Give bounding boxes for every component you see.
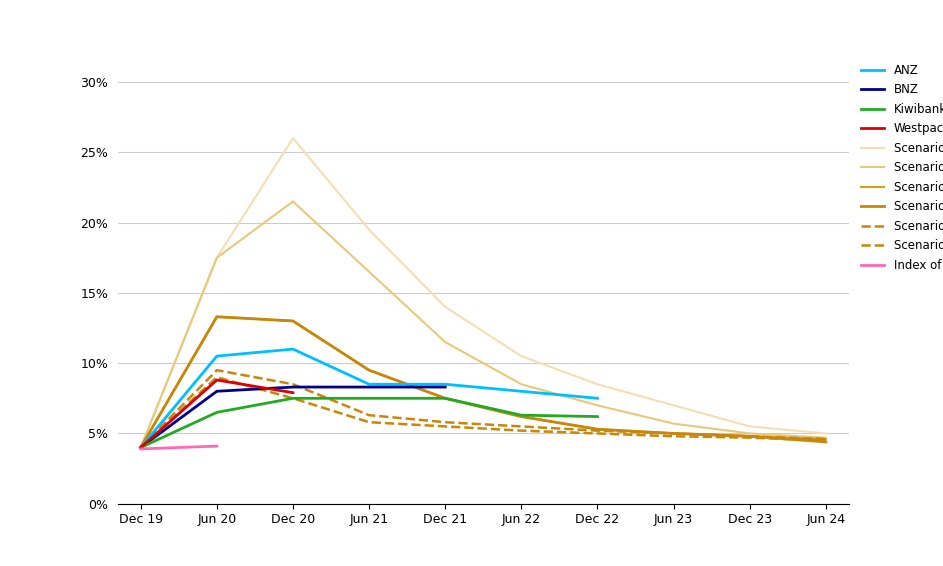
Legend: ANZ, BNZ, Kiwibank, Westpac, Scenario 4, Scenario 3, Scenario 2, Scenario 1, Sce: ANZ, BNZ, Kiwibank, Westpac, Scenario 4,… bbox=[856, 59, 943, 277]
